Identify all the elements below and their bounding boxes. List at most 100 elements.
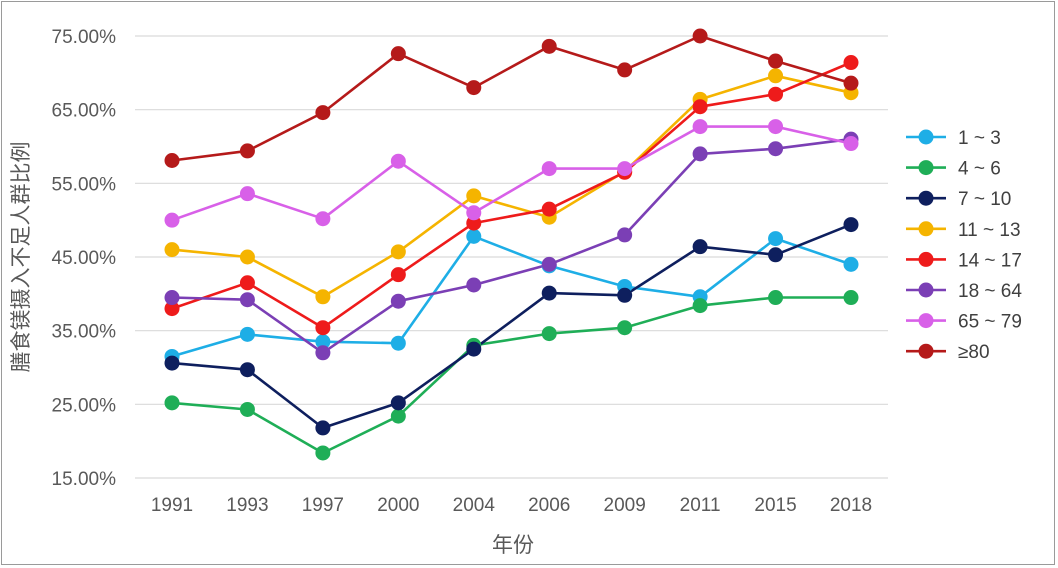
data-point-65-79 bbox=[692, 119, 708, 135]
x-tick-label: 2015 bbox=[754, 495, 796, 516]
legend-label: 11 ~ 13 bbox=[958, 220, 1021, 241]
data-point-11-13 bbox=[390, 244, 406, 260]
data-point-4-6 bbox=[239, 401, 255, 417]
legend-label: 14 ~ 17 bbox=[958, 250, 1022, 271]
legend-label: ≥80 bbox=[958, 342, 990, 363]
data-point-18-64 bbox=[466, 277, 482, 293]
data-point-7-10 bbox=[390, 395, 406, 411]
data-point-80 bbox=[390, 46, 406, 62]
legend: 1 ~ 3 4 ~ 6 7 ~ 10 11 ~ 13 14 ~ 17 18 ~ 64 65 … bbox=[906, 128, 1022, 363]
data-point-18-64 bbox=[239, 292, 255, 308]
legend-swatch-marker bbox=[918, 343, 934, 359]
y-tick-label: 75.00% bbox=[52, 27, 117, 48]
data-point-65-79 bbox=[541, 161, 557, 177]
series-line-18-64 bbox=[171, 137, 852, 355]
data-point-80 bbox=[692, 28, 708, 44]
y-tick-label: 15.00% bbox=[52, 469, 117, 490]
legend-swatch-marker bbox=[918, 313, 934, 329]
data-point-4-6 bbox=[768, 290, 784, 306]
series-line-7-10 bbox=[171, 223, 852, 430]
data-point-65-79 bbox=[768, 119, 784, 135]
data-point-14-17 bbox=[541, 201, 557, 217]
data-point-65-79 bbox=[843, 136, 859, 152]
data-point-11-13 bbox=[315, 289, 331, 305]
y-axis-tick-labels: 15.00% 25.00% 35.00% 45.00% 55.00% 65.00% 75.0… bbox=[52, 27, 117, 490]
data-point-80 bbox=[466, 80, 482, 96]
data-point-4-6 bbox=[164, 395, 180, 411]
y-tick-label: 35.00% bbox=[52, 322, 117, 343]
data-point-18-64 bbox=[164, 290, 180, 306]
data-point-7-10 bbox=[164, 355, 180, 371]
data-point-14-17 bbox=[315, 320, 331, 336]
y-tick-label: 65.00% bbox=[52, 101, 117, 122]
data-point-18-64 bbox=[768, 141, 784, 157]
gridlines bbox=[135, 35, 888, 479]
data-point-4-6 bbox=[541, 326, 557, 342]
data-point-65-79 bbox=[466, 205, 482, 221]
legend-label: 7 ~ 10 bbox=[958, 189, 1011, 210]
data-point-14-17 bbox=[466, 215, 482, 231]
data-point-65-79 bbox=[315, 211, 331, 227]
data-point-14-17 bbox=[390, 267, 406, 283]
legend-label: 65 ~ 79 bbox=[958, 312, 1022, 333]
x-tick-label: 2000 bbox=[377, 495, 419, 516]
data-point-4-6 bbox=[390, 408, 406, 424]
legend-swatch-marker bbox=[918, 190, 934, 206]
data-point-65-79 bbox=[164, 212, 180, 228]
series-line-80 bbox=[171, 34, 852, 162]
data-point-80 bbox=[315, 105, 331, 121]
data-point-14-17 bbox=[843, 55, 859, 71]
y-tick-label: 55.00% bbox=[52, 174, 117, 195]
data-point-18-64 bbox=[541, 256, 557, 272]
x-tick-label: 2018 bbox=[830, 495, 872, 516]
data-point-80 bbox=[239, 143, 255, 159]
data-point-18-64 bbox=[315, 345, 331, 361]
data-point-4-6 bbox=[692, 298, 708, 314]
data-point-1-3 bbox=[843, 256, 859, 272]
x-axis-tick-labels: 1991 1993 1997 2000 2004 2006 2009 2011 2015 2018 bbox=[151, 495, 872, 516]
series-line-4-6 bbox=[171, 296, 851, 455]
data-point-18-64 bbox=[617, 227, 633, 243]
data-point-14-17 bbox=[164, 301, 180, 317]
x-tick-label: 1991 bbox=[151, 495, 193, 516]
data-point-18-64 bbox=[390, 293, 406, 309]
legend-swatch-marker bbox=[918, 251, 934, 267]
data-point-1-3 bbox=[315, 334, 331, 350]
data-point-65-79 bbox=[390, 153, 406, 169]
data-point-80 bbox=[541, 38, 557, 54]
data-point-7-10 bbox=[466, 341, 482, 357]
series-line-65-79 bbox=[171, 125, 852, 222]
data-point-4-6 bbox=[843, 290, 859, 306]
data-point-80 bbox=[617, 62, 633, 78]
data-point-7-10 bbox=[617, 287, 633, 303]
data-point-11-13 bbox=[466, 188, 482, 204]
data-point-7-10 bbox=[541, 285, 557, 301]
series-lines bbox=[171, 34, 852, 455]
data-point-1-3 bbox=[390, 335, 406, 351]
data-point-14-17 bbox=[692, 99, 708, 115]
series-line-11-13 bbox=[171, 74, 852, 299]
series-points bbox=[164, 28, 859, 461]
legend-label: 1 ~ 3 bbox=[958, 128, 1001, 149]
x-axis-label: 年份 bbox=[492, 533, 534, 557]
data-point-4-6 bbox=[315, 445, 331, 461]
data-point-7-10 bbox=[768, 247, 784, 263]
x-tick-label: 2006 bbox=[528, 495, 570, 516]
data-point-1-3 bbox=[768, 231, 784, 247]
data-point-7-10 bbox=[239, 362, 255, 378]
y-tick-label: 25.00% bbox=[52, 395, 117, 416]
data-point-4-6 bbox=[617, 320, 633, 336]
series-line-1-3 bbox=[171, 235, 852, 358]
data-point-7-10 bbox=[843, 217, 859, 233]
legend-swatch-marker bbox=[918, 129, 934, 145]
data-point-65-79 bbox=[617, 161, 633, 177]
data-point-14-17 bbox=[768, 86, 784, 102]
data-point-1-3 bbox=[239, 326, 255, 342]
data-point-14-17 bbox=[239, 275, 255, 291]
series-line-14-17 bbox=[171, 61, 852, 329]
x-tick-label: 2004 bbox=[453, 495, 496, 516]
data-point-7-10 bbox=[315, 420, 331, 436]
legend-swatch-marker bbox=[918, 221, 934, 237]
